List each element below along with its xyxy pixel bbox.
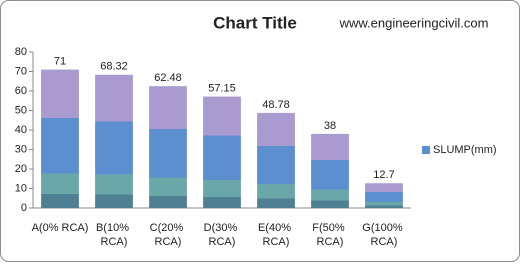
x-tick-label: E(40% RCA) xyxy=(258,222,294,248)
label-line: B(10% xyxy=(96,222,132,234)
x-tick-label: F(50% RCA) xyxy=(312,222,347,248)
label-line: D(30% xyxy=(204,222,241,234)
y-tick-label: 60 xyxy=(15,85,27,97)
x-tick-label: A(0% RCA) xyxy=(32,222,89,234)
x-tick-label: C(20% RCA) xyxy=(150,222,187,248)
data-label: 62.48 xyxy=(154,72,182,84)
y-tick-label: 50 xyxy=(15,104,27,116)
bar xyxy=(365,183,403,208)
label-line: RCA) xyxy=(317,236,344,248)
label-line: RCA) xyxy=(209,236,236,248)
data-label: 68.32 xyxy=(100,61,128,73)
bar xyxy=(311,133,349,208)
x-tick-label: B(10% RCA) xyxy=(96,222,132,248)
label-line: RCA) xyxy=(155,236,182,248)
bar xyxy=(149,86,187,208)
bar xyxy=(95,74,133,208)
y-tick-label: 40 xyxy=(15,124,27,136)
data-label: 57.15 xyxy=(208,82,236,94)
x-tick-label: G(100% RCA) xyxy=(362,222,405,248)
label-line: RCA) xyxy=(101,236,128,248)
y-tick-label: 70 xyxy=(15,65,27,77)
y-tick-label: 0 xyxy=(21,202,27,214)
bar xyxy=(41,69,79,208)
label-line: C(20% xyxy=(150,222,187,234)
y-tick-label: 80 xyxy=(15,46,27,58)
data-label: 71 xyxy=(54,55,66,67)
bar xyxy=(203,96,241,208)
label-line: G(100% xyxy=(362,222,405,234)
x-tick-label: D(30% RCA) xyxy=(204,222,241,248)
watermark: www.engineeringcivil.com xyxy=(339,15,489,30)
legend-swatch xyxy=(422,146,430,154)
legend-label: SLUMP(mm) xyxy=(433,144,497,156)
y-tick-label: 30 xyxy=(15,143,27,155)
bar xyxy=(257,112,295,208)
data-label: 38 xyxy=(324,120,336,132)
label-line: E(40% xyxy=(258,222,294,234)
label-line: RCA) xyxy=(371,236,398,248)
label-line: RCA) xyxy=(263,236,290,248)
y-tick-label: 10 xyxy=(15,182,27,194)
y-tick-label: 20 xyxy=(15,163,27,175)
chart-title: Chart Title xyxy=(213,13,297,32)
data-label: 48.78 xyxy=(262,99,290,111)
label-line: F(50% xyxy=(312,222,347,234)
data-label: 12.7 xyxy=(373,169,394,181)
